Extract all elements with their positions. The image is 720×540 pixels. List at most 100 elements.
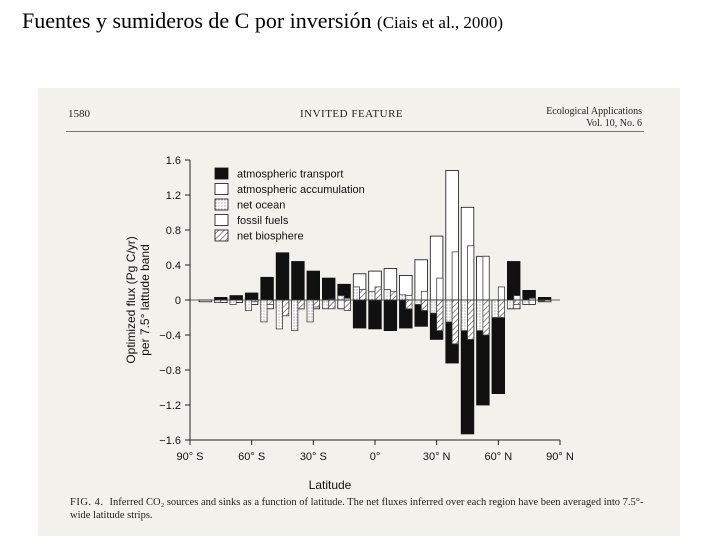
- bar-net-biosphere: [513, 299, 521, 305]
- feature-heading: INVITED FEATURE: [300, 108, 404, 120]
- journal-name: Ecological Applications: [546, 106, 642, 117]
- y-tick-label: 0.4: [166, 260, 181, 272]
- x-tick-label: 90° S: [176, 451, 203, 463]
- bar-net-ocean: [291, 299, 299, 332]
- bar-net-ocean: [399, 294, 407, 301]
- legend-label-net-biosphere: net biosphere: [237, 231, 304, 243]
- y-tick-label: 1.6: [166, 155, 181, 167]
- y-axis-label-line2: per 7.5° lattude band: [138, 244, 152, 356]
- bar-transport: [275, 252, 290, 301]
- legend-label-fossil-fuels: fossil fuels: [237, 215, 289, 227]
- bar-net-biosphere: [343, 299, 351, 311]
- y-tick-label: −1.6: [159, 435, 181, 447]
- x-tick-label: 90° N: [546, 451, 574, 463]
- journal-volume: Vol. 10, No. 6: [586, 118, 642, 129]
- header-rule: [66, 131, 644, 132]
- bar-net-biosphere: [266, 299, 274, 305]
- legend-swatch-transport: [214, 167, 229, 180]
- x-tick-label: 0°: [370, 451, 381, 463]
- x-axis-label: Latitude: [309, 478, 352, 492]
- y-tick-label: 0: [175, 295, 181, 307]
- x-axis: 90° S 60° S 30° S 0° 30° N 60° N 90° N: [176, 440, 574, 463]
- bar-fossil-fuels: [482, 255, 490, 301]
- bar-net-ocean: [460, 299, 468, 332]
- bar-net-ocean: [321, 299, 330, 310]
- bar-transport: [260, 276, 274, 301]
- legend-label-net-ocean: net ocean: [237, 200, 285, 212]
- bar-net-ocean: [506, 299, 515, 310]
- bar-net-biosphere: [312, 299, 320, 308]
- bar-transport: [506, 261, 521, 301]
- bar-net-ocean: [244, 299, 253, 311]
- legend: atmospheric transport atmospheric accumul…: [214, 167, 365, 243]
- bar-fossil-fuels: [451, 251, 459, 301]
- bar-fossil-fuels: [467, 245, 475, 301]
- caption-label: FIG. 4.: [70, 497, 104, 508]
- bar-net-biosphere: [482, 299, 490, 336]
- y-tick-label: −0.8: [159, 365, 181, 377]
- bar-net-ocean: [414, 299, 422, 305]
- journal-info: Ecological Applications Vol. 10, No. 6: [546, 106, 642, 130]
- bar-net-ocean: [429, 299, 437, 314]
- y-axis-label-group: Optimized flux (Pg C/yr) per 7.5° lattud…: [124, 236, 152, 363]
- bar-net-biosphere: [497, 299, 505, 318]
- x-tick-label: 30° S: [300, 451, 327, 463]
- bar-fossil-fuels: [436, 277, 444, 301]
- bar-transport: [321, 277, 336, 301]
- bar-net-biosphere: [451, 299, 459, 345]
- scanned-figure: 1580 INVITED FEATURE Ecological Applicat…: [38, 88, 680, 536]
- figure-caption: FIG. 4. Inferred CO₂ sources and sinks as…: [70, 496, 660, 522]
- bar-net-biosphere: [359, 289, 367, 301]
- y-axis-label-line1: Optimized flux (Pg C/yr): [124, 236, 138, 363]
- bar-transport: [229, 295, 243, 301]
- bar-net-ocean: [229, 299, 237, 305]
- bar-net-biosphere: [389, 290, 398, 301]
- legend-label-accumulation: atmospheric accumulation: [237, 184, 365, 196]
- bar-net-ocean: [306, 299, 314, 323]
- y-tick-label: −0.4: [159, 330, 181, 342]
- x-tick-label: 30° N: [423, 451, 451, 463]
- bar-fossil-fuels: [497, 286, 505, 301]
- legend-swatch-net-ocean: [214, 198, 229, 211]
- bar-net-biosphere: [328, 299, 336, 310]
- y-axis: 1.6 1.2 0.8 0.4 0 −0.4 −0.8 −1.2 −1.6: [159, 155, 190, 447]
- bar-net-ocean: [368, 290, 376, 301]
- bar-net-biosphere: [467, 299, 475, 340]
- legend-label-transport: atmospheric transport: [237, 169, 343, 181]
- bar-transport: [352, 299, 367, 329]
- bar-net-ocean: [275, 299, 283, 330]
- bars-layer: [198, 170, 552, 435]
- x-tick-label: 60° S: [238, 451, 265, 463]
- bar-fossil-fuels: [513, 295, 521, 301]
- slide-title: Fuentes y sumideros de C por inversión (…: [22, 8, 503, 34]
- bar-transport: [244, 292, 259, 301]
- legend-swatch-accumulation: [214, 183, 229, 195]
- bar-fossil-fuels: [420, 290, 428, 301]
- x-tick-label: 60° N: [485, 451, 513, 463]
- bar-net-ocean: [337, 295, 345, 301]
- slide-citation: (Ciais et al., 2000): [377, 13, 504, 32]
- bar-net-biosphere: [436, 299, 444, 332]
- bar-transport: [368, 299, 382, 330]
- flux-chart: 1.6 1.2 0.8 0.4 0 −0.4 −0.8 −1.2 −1.6 90° S 60° S…: [124, 155, 574, 492]
- y-tick-label: −1.2: [159, 400, 181, 412]
- bar-net-ocean: [383, 289, 391, 301]
- bar-net-ocean: [491, 299, 499, 318]
- bar-net-ocean: [522, 299, 530, 305]
- bar-net-biosphere: [282, 299, 290, 317]
- bar-net-ocean: [476, 299, 484, 332]
- legend-swatch-fossil-fuels: [214, 214, 229, 226]
- bar-transport: [383, 299, 398, 332]
- bar-net-biosphere: [374, 286, 382, 301]
- bar-net-ocean: [260, 299, 268, 323]
- bar-net-ocean: [445, 299, 453, 323]
- bar-fossil-fuels: [405, 295, 413, 301]
- page-number: 1580: [68, 108, 90, 120]
- legend-swatch-net-biosphere: [214, 229, 229, 242]
- bar-net-biosphere: [297, 299, 305, 310]
- bar-transport: [291, 261, 305, 301]
- slide-title-text: Fuentes y sumideros de C por inversión: [22, 8, 372, 33]
- bar-net-ocean: [352, 286, 360, 301]
- bar-transport: [306, 270, 321, 301]
- y-tick-label: 0.8: [166, 225, 181, 237]
